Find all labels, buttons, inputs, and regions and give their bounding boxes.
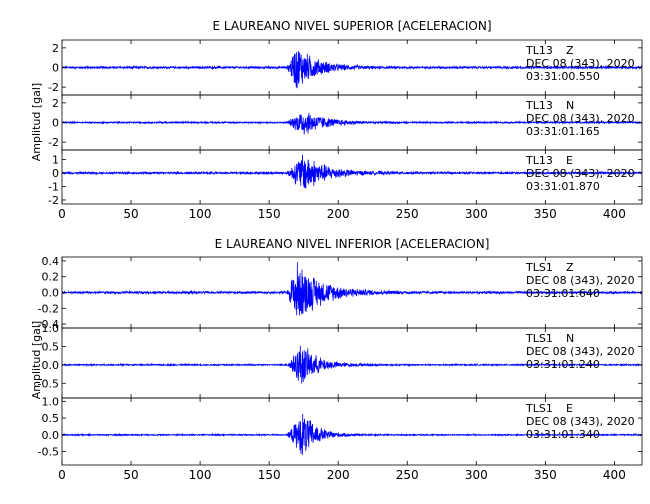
y-tick-label: 0 <box>52 62 59 75</box>
record-date: DEC 08 (343), 2020 <box>526 57 635 70</box>
y-tick-label: -0.5 <box>38 377 59 390</box>
record-date: DEC 08 (343), 2020 <box>526 415 635 428</box>
x-tick-label: 150 <box>258 468 281 482</box>
station-code: TLS1 <box>525 332 553 345</box>
waveform-trace <box>62 262 642 316</box>
record-time: 03:31:00.550 <box>526 70 600 83</box>
chart-title: E LAUREANO NIVEL SUPERIOR [ACELERACION] <box>213 19 492 33</box>
x-tick-label: 50 <box>123 468 138 482</box>
y-tick-label: 0 <box>52 167 59 180</box>
component-code: E <box>566 154 573 167</box>
component-code: Z <box>566 44 574 57</box>
station-code: TL13 <box>525 154 553 167</box>
component-code: Z <box>566 261 574 274</box>
station-code: TLS1 <box>525 402 553 415</box>
y-tick-label: 0.4 <box>42 255 60 268</box>
x-tick-label: 250 <box>396 207 419 221</box>
x-tick-label: 0 <box>58 207 66 221</box>
panel-frame <box>61 149 643 205</box>
figure-2: E LAUREANO NIVEL INFERIOR [ACELERACION] A… <box>30 237 643 482</box>
y-tick-label: 0.5 <box>42 412 60 425</box>
record-date: DEC 08 (343), 2020 <box>526 167 635 180</box>
x-tick-label: 350 <box>534 468 557 482</box>
record-time: 03:31:01.640 <box>526 287 600 300</box>
record-date: DEC 08 (343), 2020 <box>526 112 635 125</box>
y-tick-label: -1 <box>48 180 59 193</box>
waveform-trace <box>62 413 642 455</box>
y-tick-label: 0.2 <box>42 271 60 284</box>
x-tick-label: 400 <box>603 468 626 482</box>
waveform-trace <box>62 50 642 89</box>
station-code: TLS1 <box>525 261 553 274</box>
x-tick-label: 200 <box>327 468 350 482</box>
chart-title: E LAUREANO NIVEL INFERIOR [ACELERACION] <box>215 237 490 251</box>
x-tick-label: 0 <box>58 468 66 482</box>
component-code: N <box>566 332 574 345</box>
y-tick-label: 1.0 <box>42 322 60 335</box>
station-code: TL13 <box>525 99 553 112</box>
x-tick-label: 300 <box>465 468 488 482</box>
record-date: DEC 08 (343), 2020 <box>526 274 635 287</box>
y-axis-label: Amplitud [gal] <box>30 321 43 399</box>
y-tick-label: 0.0 <box>42 429 60 442</box>
waveform-trace <box>62 345 642 384</box>
y-tick-label: 0.5 <box>42 340 60 353</box>
component-code: N <box>566 99 574 112</box>
y-tick-label: -0.4 <box>38 318 59 331</box>
y-tick-label: -0.5 <box>38 446 59 459</box>
x-tick-label: 50 <box>123 207 138 221</box>
x-tick-label: 250 <box>396 468 419 482</box>
figure-1: E LAUREANO NIVEL SUPERIOR [ACELERACION] A… <box>30 19 643 221</box>
y-tick-label: -2 <box>48 194 59 207</box>
y-tick-label: 0 <box>52 117 59 130</box>
waveform-trace <box>62 112 642 135</box>
record-time: 03:31:01.165 <box>526 125 600 138</box>
x-tick-label: 100 <box>189 468 212 482</box>
x-tick-label: 150 <box>258 207 281 221</box>
y-tick-label: 0.0 <box>42 287 60 300</box>
record-date: DEC 08 (343), 2020 <box>526 345 635 358</box>
y-tick-label: 1.0 <box>42 395 60 408</box>
y-axis-label: Amplitud [gal] <box>30 83 43 161</box>
record-time: 03:31:01.870 <box>526 180 600 193</box>
y-tick-label: 2 <box>52 42 59 55</box>
y-tick-label: -0.2 <box>38 302 59 315</box>
y-tick-label: 0.0 <box>42 359 60 372</box>
x-tick-label: 100 <box>189 207 212 221</box>
y-tick-label: 2 <box>52 97 59 110</box>
waveform-trace <box>62 154 642 189</box>
component-code: E <box>566 402 573 415</box>
x-tick-label: 350 <box>534 207 557 221</box>
station-code: TL13 <box>525 44 553 57</box>
panel-frame <box>61 397 643 466</box>
x-tick-label: 200 <box>327 207 350 221</box>
record-time: 03:31:01.340 <box>526 428 600 441</box>
x-tick-label: 300 <box>465 207 488 221</box>
y-tick-label: -2 <box>48 136 59 149</box>
y-tick-label: 1 <box>52 153 59 166</box>
y-tick-label: -2 <box>48 81 59 94</box>
x-tick-label: 400 <box>603 207 626 221</box>
record-time: 03:31:01.240 <box>526 358 600 371</box>
